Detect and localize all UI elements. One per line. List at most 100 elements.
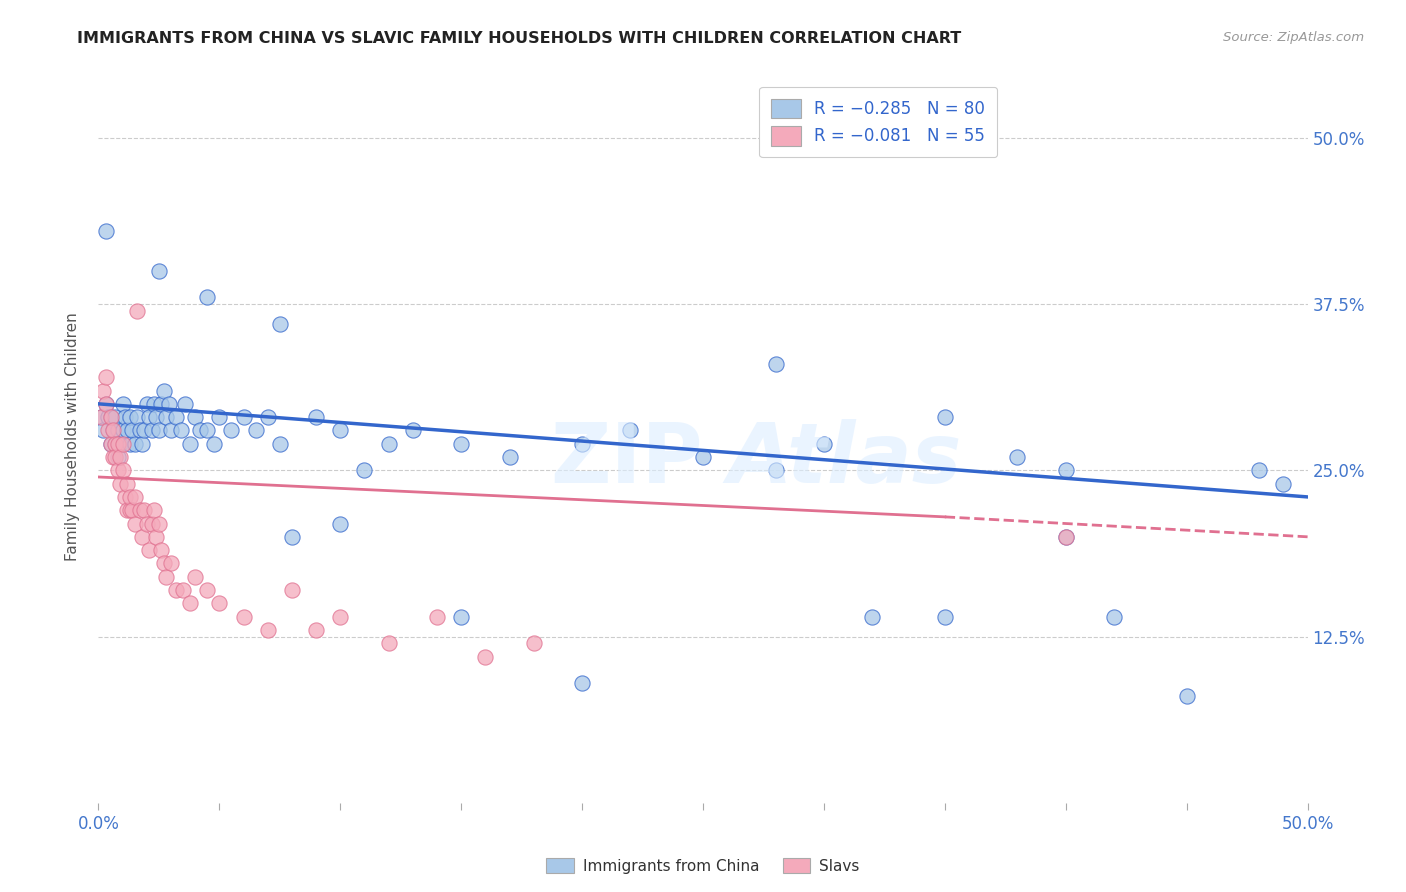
Point (150, 543, 173, 558)
Point (692, 450, 714, 464)
Point (184, 410, 207, 425)
Y-axis label: Family Households with Children: Family Households with Children (65, 313, 80, 561)
Point (114, 410, 136, 425)
Point (1054, 530, 1077, 544)
Point (402, 424, 425, 438)
Point (195, 424, 218, 438)
Point (100, 436, 122, 450)
Point (179, 436, 201, 450)
Point (377, 436, 399, 450)
Point (329, 609, 352, 624)
Point (232, 609, 254, 624)
Point (100, 410, 122, 425)
Point (114, 490, 136, 504)
Point (143, 503, 166, 517)
Point (117, 476, 139, 491)
Point (498, 450, 520, 464)
Point (450, 436, 472, 450)
Point (100, 436, 122, 450)
Point (305, 410, 328, 425)
Point (138, 410, 160, 425)
Point (104, 450, 127, 464)
Point (329, 516, 352, 531)
Point (145, 530, 167, 544)
Point (523, 636, 546, 650)
Point (188, 424, 211, 438)
Text: ZIP: ZIP (551, 418, 703, 500)
Point (107, 450, 129, 464)
Point (141, 424, 163, 438)
Point (329, 424, 352, 438)
Point (94, 397, 117, 411)
Point (134, 424, 156, 438)
Point (160, 557, 183, 571)
Point (107, 463, 129, 477)
Point (128, 503, 150, 517)
Point (377, 636, 399, 650)
Point (118, 410, 141, 425)
Text: Source: ZipAtlas.com: Source: ZipAtlas.com (1223, 31, 1364, 45)
Point (571, 676, 593, 690)
Point (100, 410, 122, 425)
Point (474, 649, 496, 664)
Point (813, 436, 835, 450)
Point (111, 397, 134, 411)
Point (221, 424, 243, 438)
Point (111, 436, 134, 450)
Legend: Immigrants from China, Slavs: Immigrants from China, Slavs (540, 852, 866, 880)
Point (184, 570, 207, 584)
Point (195, 290, 218, 304)
Point (118, 436, 141, 450)
Point (269, 317, 291, 331)
Point (1054, 530, 1077, 544)
Point (269, 436, 291, 450)
Text: IMMIGRANTS FROM CHINA VS SLAVIC FAMILY HOUSEHOLDS WITH CHILDREN CORRELATION CHAR: IMMIGRANTS FROM CHINA VS SLAVIC FAMILY H… (77, 31, 962, 46)
Point (117, 503, 139, 517)
Point (934, 609, 956, 624)
Point (128, 424, 150, 438)
Point (131, 436, 153, 450)
Point (117, 424, 139, 438)
Point (256, 623, 278, 637)
Point (90, 410, 112, 425)
Point (571, 436, 593, 450)
Point (107, 436, 129, 450)
Point (124, 490, 146, 504)
Point (124, 516, 146, 531)
Point (256, 410, 278, 425)
Point (1272, 476, 1295, 491)
Point (148, 424, 170, 438)
Point (111, 424, 134, 438)
Point (152, 557, 174, 571)
Point (94, 370, 117, 384)
Point (127, 303, 149, 318)
Point (135, 397, 157, 411)
Point (94, 397, 117, 411)
Point (155, 410, 177, 425)
Point (208, 410, 231, 425)
Point (121, 424, 143, 438)
Point (195, 582, 218, 597)
Text: Atlas: Atlas (727, 418, 962, 500)
Point (134, 503, 156, 517)
Point (121, 503, 143, 517)
Point (135, 516, 157, 531)
Point (127, 410, 149, 425)
Point (145, 410, 167, 425)
Point (165, 410, 187, 425)
Point (305, 623, 328, 637)
Point (450, 609, 472, 624)
Point (138, 543, 160, 558)
Point (118, 490, 141, 504)
Point (281, 582, 304, 597)
Point (179, 596, 201, 610)
Point (245, 424, 267, 438)
Point (91, 424, 114, 438)
Point (104, 436, 127, 450)
Point (204, 436, 226, 450)
Point (765, 463, 787, 477)
Point (91, 384, 114, 398)
Point (619, 424, 641, 438)
Point (108, 436, 131, 450)
Point (155, 570, 177, 584)
